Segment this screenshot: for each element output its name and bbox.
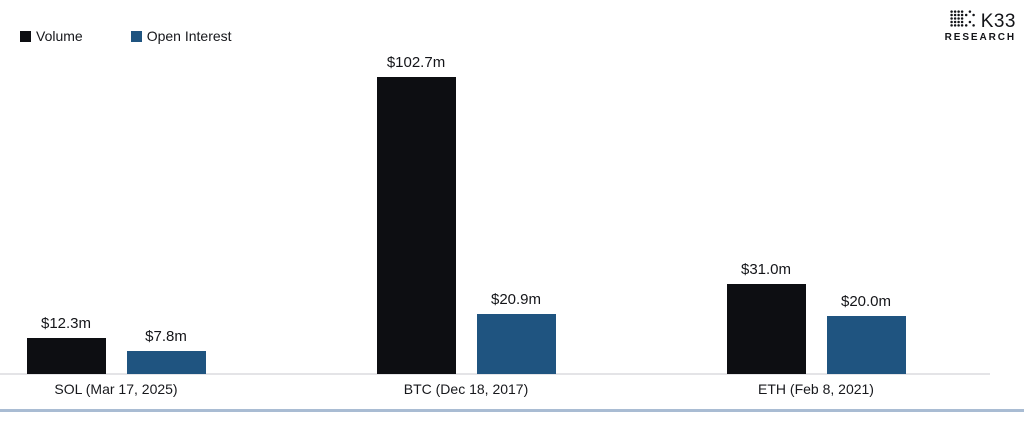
value-label-open-interest-btc: $20.9m (490, 290, 542, 308)
x-axis-label-eth: ETH (Feb 8, 2021) (758, 381, 874, 397)
value-label-open-interest-eth: $20.0m (840, 293, 892, 311)
bar-volume-eth (726, 284, 806, 374)
k33-dots-icon (950, 10, 976, 32)
x-axis-line (0, 373, 990, 375)
bar-open-interest-sol (126, 351, 206, 374)
k33-research-logo: K33 RESEARCH (945, 10, 1016, 43)
legend: Volume Open Interest (20, 28, 232, 44)
brand-name: K33 (980, 10, 1016, 32)
legend-item-volume: Volume (20, 28, 83, 44)
bottom-rule (0, 409, 1024, 412)
brand-sub: RESEARCH (944, 32, 1016, 43)
legend-item-open-interest: Open Interest (130, 28, 232, 44)
bar-open-interest-btc (476, 313, 556, 374)
open-interest-swatch-icon (130, 30, 142, 42)
x-axis-label-sol: SOL (Mar 17, 2025) (54, 381, 178, 397)
bar-volume-btc (376, 77, 456, 374)
value-label-volume-eth: $31.0m (740, 261, 792, 279)
bar-open-interest-eth (826, 316, 906, 374)
legend-label-open-interest: Open Interest (146, 28, 232, 44)
value-label-open-interest-sol: $7.8m (145, 328, 187, 346)
value-label-volume-sol: $12.3m (40, 315, 92, 333)
bar-volume-sol (26, 338, 106, 374)
volume-swatch-icon (20, 30, 31, 42)
value-label-volume-btc: $102.7m (386, 54, 446, 71)
x-axis-label-btc: BTC (Dec 18, 2017) (403, 381, 529, 397)
legend-label-volume: Volume (36, 28, 83, 44)
